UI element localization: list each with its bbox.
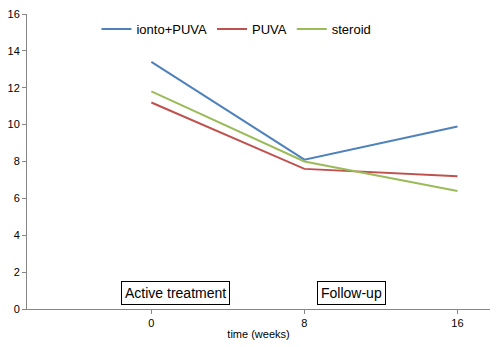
svg-text:16: 16: [8, 8, 20, 20]
svg-text:14: 14: [8, 45, 20, 57]
svg-text:2: 2: [14, 266, 20, 278]
svg-text:8: 8: [14, 155, 20, 167]
svg-text:0: 0: [14, 303, 20, 315]
svg-text:16: 16: [451, 317, 463, 329]
svg-text:6: 6: [14, 192, 20, 204]
svg-text:ionto+PUVA: ionto+PUVA: [136, 22, 207, 37]
svg-text:steroid: steroid: [332, 22, 371, 37]
svg-text:0: 0: [148, 317, 154, 329]
svg-text:10: 10: [8, 118, 20, 130]
svg-text:Follow-up: Follow-up: [321, 285, 382, 301]
svg-text:time (weeks): time (weeks): [227, 328, 289, 340]
svg-text:Active treatment: Active treatment: [125, 285, 226, 301]
svg-text:4: 4: [14, 229, 20, 241]
svg-text:8: 8: [301, 317, 307, 329]
svg-text:12: 12: [8, 82, 20, 94]
svg-text:PUVA: PUVA: [252, 22, 287, 37]
